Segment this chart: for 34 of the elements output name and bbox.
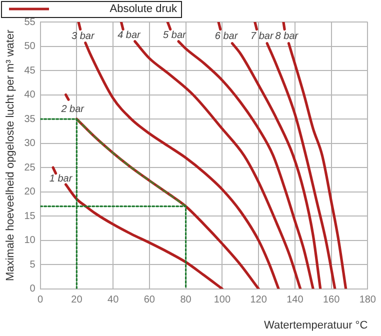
x-tick-label: 60: [144, 294, 156, 306]
y-tick-label: 40: [24, 90, 36, 101]
y-tick-label: 50: [24, 41, 36, 52]
series-label: 7 bar: [250, 31, 274, 42]
y-tick-label: 15: [24, 210, 36, 222]
series-label: 4 bar: [118, 30, 142, 42]
x-tick-label: 80: [180, 294, 192, 306]
x-tick-label: 0: [38, 294, 44, 306]
x-tick-label: 160: [322, 294, 340, 306]
x-tick-label: 100: [214, 294, 231, 306]
y-tick-label: 5: [30, 259, 36, 270]
series-label: 3 bar: [71, 30, 95, 42]
series-label: 8 bar: [275, 31, 299, 42]
y-tick-label: 25: [24, 162, 36, 174]
x-axis-title: Watertemperatuur °C: [264, 319, 368, 332]
x-tick-label: 180: [359, 294, 376, 306]
x-tick-label: 20: [71, 294, 83, 306]
line-series: [76, 118, 187, 208]
series-label: 6 bar: [214, 31, 238, 42]
y-tick-label: 35: [24, 114, 36, 125]
y-tick-label: 45: [24, 65, 36, 76]
y-tick-label: 55: [24, 16, 36, 28]
y-axis-title: Maximale hoeveelheid opgeloste lucht per m³ water: [4, 29, 17, 282]
series-label: 5 bar: [163, 30, 187, 42]
y-tick-label: 30: [24, 138, 36, 150]
y-tick-label: 20: [24, 186, 36, 198]
x-tick-label: 40: [108, 294, 120, 306]
y-tick-label: 0: [30, 284, 36, 295]
series-label: 2 bar: [60, 104, 85, 116]
x-tick-label: 140: [286, 294, 304, 306]
y-tick-label: 10: [24, 235, 36, 246]
x-tick-label: 120: [250, 294, 268, 306]
series-label: 1 bar: [49, 174, 73, 185]
legend-title: Absolute druk: [110, 3, 178, 16]
